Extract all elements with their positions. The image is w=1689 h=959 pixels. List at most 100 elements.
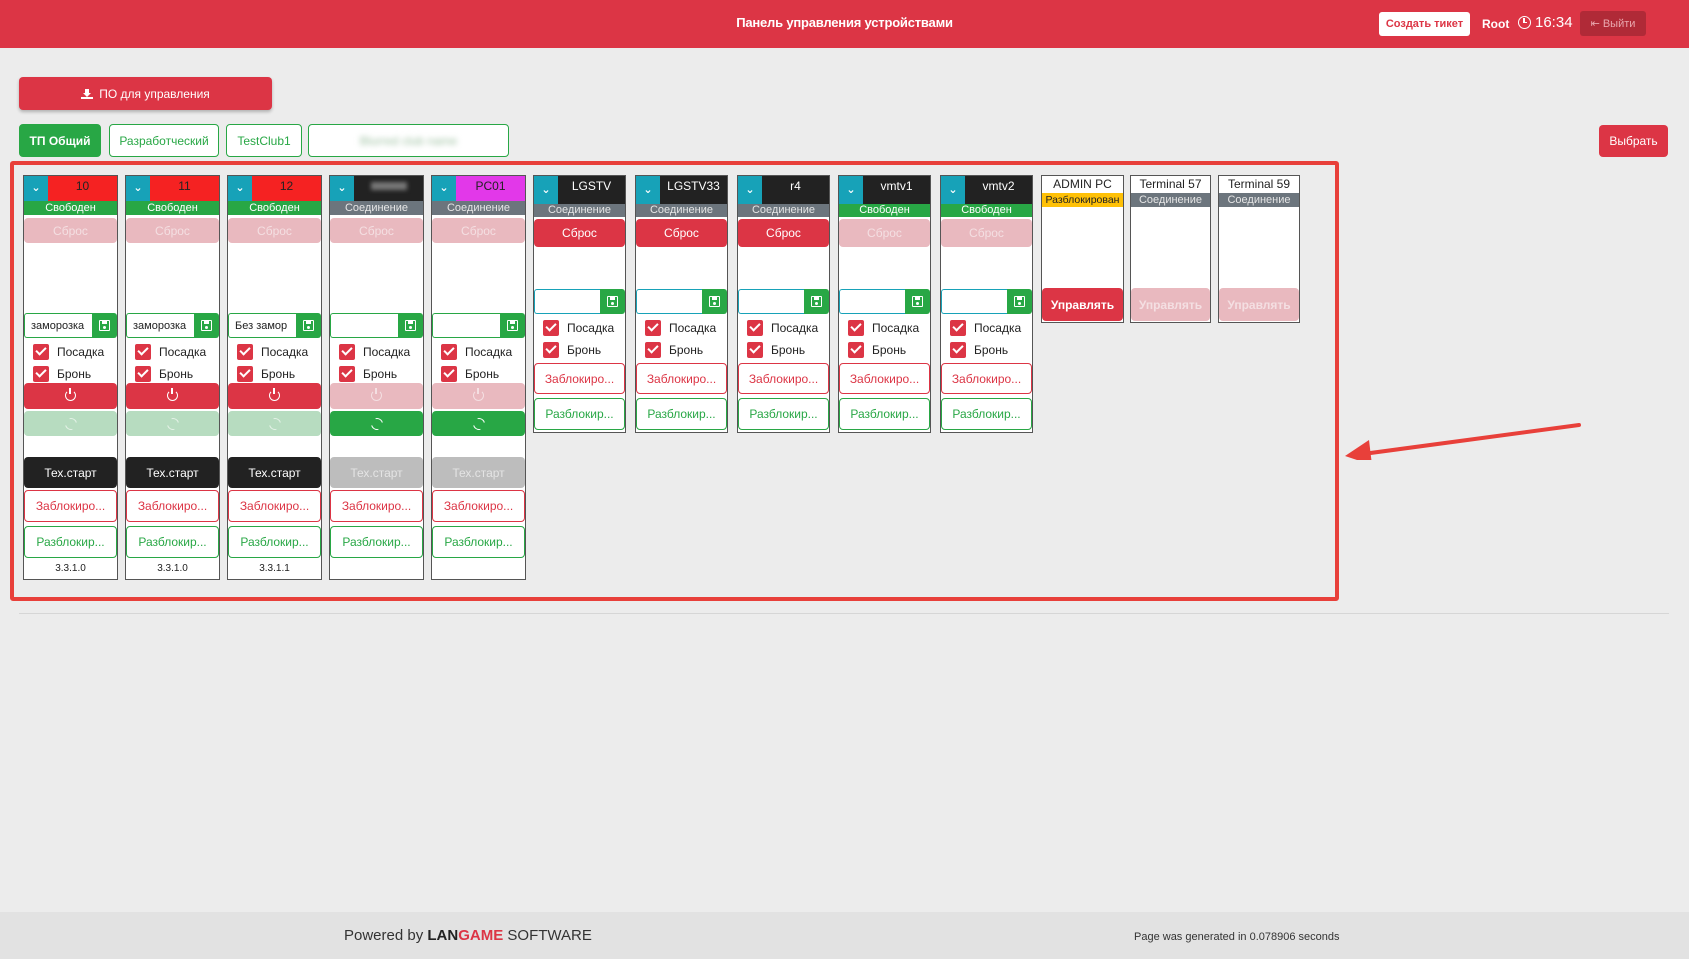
reset-button[interactable]: Сброс <box>941 219 1032 247</box>
block-button[interactable]: Заблокиро... <box>126 490 219 522</box>
power-button[interactable] <box>330 383 423 409</box>
chevron-down-icon[interactable]: ⌄ <box>738 176 762 204</box>
manage-button[interactable]: Управлять <box>1042 288 1123 321</box>
reset-button[interactable]: Сброс <box>534 219 625 247</box>
note-input[interactable] <box>24 313 93 338</box>
power-button[interactable] <box>228 383 321 409</box>
unblock-button[interactable]: Разблокир... <box>941 398 1032 430</box>
reset-button[interactable]: Сброс <box>432 218 525 243</box>
save-button[interactable] <box>600 289 625 314</box>
block-button[interactable]: Заблокиро... <box>534 363 625 394</box>
refresh-button[interactable] <box>432 411 525 436</box>
block-button[interactable]: Заблокиро... <box>839 363 930 394</box>
reset-button[interactable]: Сброс <box>330 218 423 243</box>
save-button[interactable] <box>194 313 219 338</box>
seat-checkbox[interactable]: Посадка <box>33 343 104 360</box>
tech-start-button[interactable]: Тех.старт <box>126 457 219 488</box>
unblock-button[interactable]: Разблокир... <box>636 398 727 430</box>
unblock-button[interactable]: Разблокир... <box>738 398 829 430</box>
seat-checkbox[interactable]: Посадка <box>747 319 818 336</box>
seat-checkbox[interactable]: Посадка <box>543 319 614 336</box>
booking-checkbox[interactable]: Бронь <box>237 365 295 382</box>
unblock-button[interactable]: Разблокир... <box>534 398 625 430</box>
tab-testclub1[interactable]: TestClub1 <box>226 124 302 157</box>
refresh-button[interactable] <box>126 411 219 436</box>
save-button[interactable] <box>702 289 727 314</box>
block-button[interactable]: Заблокиро... <box>24 490 117 522</box>
block-button[interactable]: Заблокиро... <box>432 490 525 522</box>
seat-checkbox[interactable]: Посадка <box>237 343 308 360</box>
reset-button[interactable]: Сброс <box>126 218 219 243</box>
refresh-button[interactable] <box>330 411 423 436</box>
seat-checkbox[interactable]: Посадка <box>135 343 206 360</box>
chevron-down-icon[interactable]: ⌄ <box>228 176 252 201</box>
chevron-down-icon[interactable]: ⌄ <box>534 176 558 204</box>
seat-checkbox[interactable]: Посадка <box>950 319 1021 336</box>
reset-button[interactable]: Сброс <box>24 218 117 243</box>
note-input[interactable] <box>839 289 906 314</box>
seat-checkbox[interactable]: Посадка <box>848 319 919 336</box>
logout-button[interactable]: ⇤ Выйти <box>1580 11 1646 36</box>
booking-checkbox[interactable]: Бронь <box>135 365 193 382</box>
power-button[interactable] <box>126 383 219 409</box>
unblock-button[interactable]: Разблокир... <box>432 526 525 558</box>
booking-checkbox[interactable]: Бронь <box>543 341 601 358</box>
create-ticket-button[interactable]: Создать тикет <box>1379 12 1470 36</box>
booking-checkbox[interactable]: Бронь <box>441 365 499 382</box>
reset-button[interactable]: Сброс <box>738 219 829 247</box>
chevron-down-icon[interactable]: ⌄ <box>941 176 965 204</box>
reset-button[interactable]: Сброс <box>636 219 727 247</box>
block-button[interactable]: Заблокиро... <box>738 363 829 394</box>
booking-checkbox[interactable]: Бронь <box>848 341 906 358</box>
seat-checkbox[interactable]: Посадка <box>339 343 410 360</box>
chevron-down-icon[interactable]: ⌄ <box>839 176 863 204</box>
save-button[interactable] <box>905 289 930 314</box>
tab-tp-general[interactable]: ТП Общий <box>19 124 101 157</box>
refresh-button[interactable] <box>24 411 117 436</box>
block-button[interactable]: Заблокиро... <box>228 490 321 522</box>
power-button[interactable] <box>432 383 525 409</box>
manage-button[interactable]: Управлять <box>1219 288 1299 321</box>
booking-checkbox[interactable]: Бронь <box>950 341 1008 358</box>
booking-checkbox[interactable]: Бронь <box>339 365 397 382</box>
save-button[interactable] <box>1007 289 1032 314</box>
manage-button[interactable]: Управлять <box>1131 288 1210 321</box>
save-button[interactable] <box>92 313 117 338</box>
chevron-down-icon[interactable]: ⌄ <box>432 176 456 201</box>
note-input[interactable] <box>228 313 297 338</box>
save-button[interactable] <box>804 289 829 314</box>
reset-button[interactable]: Сброс <box>228 218 321 243</box>
power-button[interactable] <box>24 383 117 409</box>
tech-start-button[interactable]: Тех.старт <box>228 457 321 488</box>
block-button[interactable]: Заблокиро... <box>636 363 727 394</box>
block-button[interactable]: Заблокиро... <box>330 490 423 522</box>
save-button[interactable] <box>500 313 525 338</box>
block-button[interactable]: Заблокиро... <box>941 363 1032 394</box>
note-input[interactable] <box>126 313 195 338</box>
note-input[interactable] <box>432 313 501 338</box>
unblock-button[interactable]: Разблокир... <box>330 526 423 558</box>
booking-checkbox[interactable]: Бронь <box>645 341 703 358</box>
seat-checkbox[interactable]: Посадка <box>441 343 512 360</box>
note-input[interactable] <box>636 289 703 314</box>
reset-button[interactable]: Сброс <box>839 219 930 247</box>
seat-checkbox[interactable]: Посадка <box>645 319 716 336</box>
note-input[interactable] <box>534 289 601 314</box>
chevron-down-icon[interactable]: ⌄ <box>330 176 354 201</box>
chevron-down-icon[interactable]: ⌄ <box>126 176 150 201</box>
tab-blurred-club[interactable]: Blurred club name <box>308 124 509 157</box>
unblock-button[interactable]: Разблокир... <box>839 398 930 430</box>
save-button[interactable] <box>398 313 423 338</box>
note-input[interactable] <box>330 313 399 338</box>
tab-developer[interactable]: Разработческий <box>109 124 219 157</box>
tech-start-button[interactable]: Тех.старт <box>432 457 525 488</box>
booking-checkbox[interactable]: Бронь <box>33 365 91 382</box>
booking-checkbox[interactable]: Бронь <box>747 341 805 358</box>
refresh-button[interactable] <box>228 411 321 436</box>
unblock-button[interactable]: Разблокир... <box>126 526 219 558</box>
download-software-button[interactable]: ПО для управления <box>19 77 272 110</box>
select-button[interactable]: Выбрать <box>1599 125 1668 157</box>
note-input[interactable] <box>738 289 805 314</box>
save-button[interactable] <box>296 313 321 338</box>
tech-start-button[interactable]: Тех.старт <box>24 457 117 488</box>
